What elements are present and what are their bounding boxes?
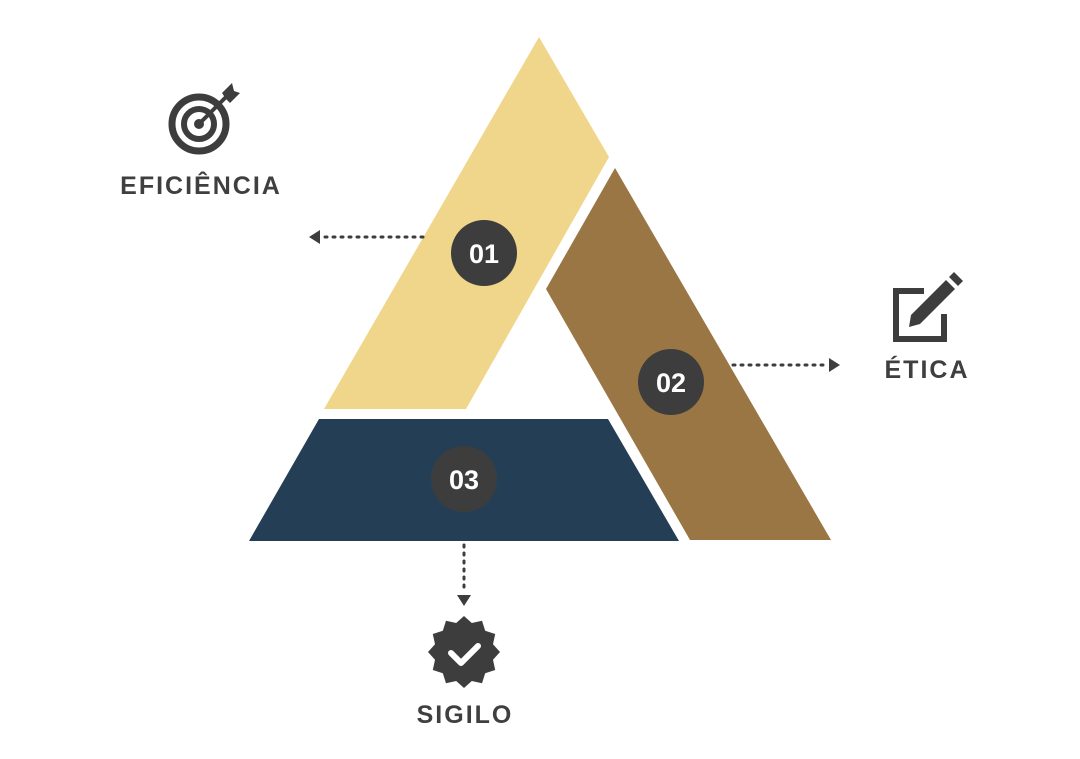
badge-2-number: 02 [656,368,686,398]
badge-1: 01 [451,220,517,286]
target-icon [168,83,240,155]
connector-1 [309,230,425,244]
connector-3 [457,543,471,606]
label-eficiencia: EFICIÊNCIA [120,170,282,200]
arrow-left-icon [309,230,320,244]
edit-icon [893,272,963,342]
segment-2 [546,168,831,540]
connector-2 [731,358,840,372]
badge-3-number: 03 [449,465,479,495]
label-sigilo: SIGILO [417,701,514,729]
arrow-down-icon [457,595,471,606]
badge-2: 02 [638,349,704,415]
label-etica: ÉTICA [885,355,970,384]
verified-badge-icon [428,616,500,688]
arrow-right-icon [829,358,840,372]
segment-1 [324,37,609,409]
badge-3: 03 [431,446,497,512]
badge-1-number: 01 [469,239,499,269]
